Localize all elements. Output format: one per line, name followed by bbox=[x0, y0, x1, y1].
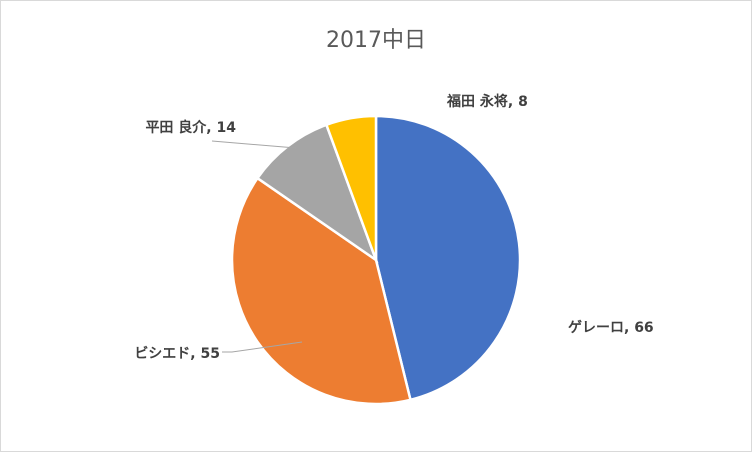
chart-title: 2017中日 bbox=[326, 28, 426, 53]
pie-slice bbox=[255, 123, 379, 264]
pie-slice bbox=[324, 114, 378, 261]
pie-slice bbox=[230, 176, 412, 406]
data-label: ゲレーロ, 66 bbox=[568, 319, 654, 336]
leader-line bbox=[211, 140, 297, 149]
pie-slice bbox=[374, 114, 522, 402]
data-label: 福田 永将, 8 bbox=[446, 93, 528, 110]
data-label: ビシエド, 55 bbox=[134, 346, 220, 362]
data-label: 平田 良介, 14 bbox=[145, 119, 236, 136]
leader-line bbox=[222, 341, 303, 353]
